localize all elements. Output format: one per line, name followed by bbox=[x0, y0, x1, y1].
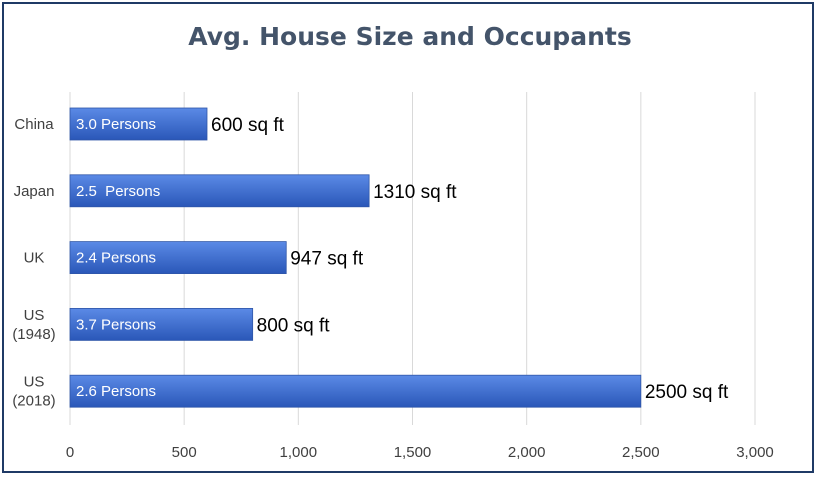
bar bbox=[69, 174, 370, 208]
category-label: (1948) bbox=[12, 326, 55, 343]
category-label: UK bbox=[24, 250, 45, 267]
bar-value-label: 600 sq ft bbox=[211, 115, 285, 136]
bar-occupants-label: 2.5 Persons bbox=[76, 183, 160, 200]
category-label: Japan bbox=[14, 183, 55, 200]
bar-occupants-label: 3.0 Persons bbox=[76, 116, 156, 133]
labels: 0 500 1,000 1,500 2,000 2,500 3,000 3.0 Persons… bbox=[12, 115, 773, 461]
bar-value-label: 2500 sq ft bbox=[645, 382, 729, 403]
bar-occupants-label: 2.4 Persons bbox=[76, 250, 156, 267]
category-label: China bbox=[14, 116, 54, 133]
x-tick-label: 1,000 bbox=[280, 444, 318, 461]
category-label: US bbox=[24, 374, 45, 391]
bar bbox=[69, 241, 287, 275]
x-tick-label: 1,500 bbox=[394, 444, 432, 461]
bar bbox=[69, 374, 642, 408]
bar-value-label: 1310 sq ft bbox=[373, 182, 457, 203]
x-tick-label: 3,000 bbox=[736, 444, 774, 461]
bar-value-label: 947 sq ft bbox=[290, 249, 364, 270]
bar-value-label: 800 sq ft bbox=[257, 315, 331, 336]
x-tick-label: 500 bbox=[172, 444, 197, 461]
bars bbox=[69, 107, 642, 408]
x-tick-label: 2,000 bbox=[508, 444, 546, 461]
grid-lines bbox=[69, 92, 756, 425]
bar-occupants-label: 3.7 Persons bbox=[76, 316, 156, 333]
bar bbox=[69, 107, 208, 141]
bar bbox=[69, 307, 254, 341]
x-tick-label: 2,500 bbox=[622, 444, 660, 461]
bar-occupants-label: 2.6 Persons bbox=[76, 383, 156, 400]
x-tick-label: 0 bbox=[66, 444, 74, 461]
category-label: US bbox=[24, 307, 45, 324]
category-label: (2018) bbox=[12, 393, 55, 410]
chart-title: Avg. House Size and Occupants bbox=[188, 22, 632, 51]
